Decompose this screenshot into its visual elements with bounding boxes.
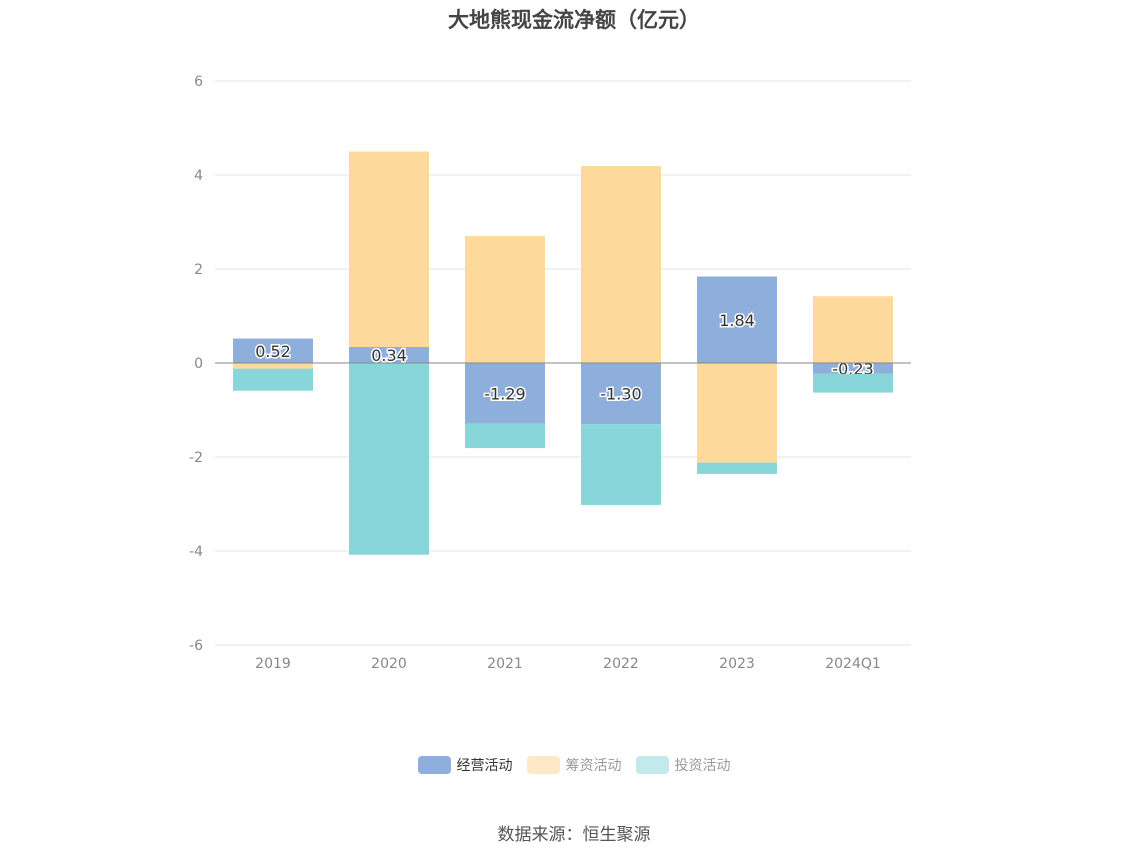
legend-label: 筹资活动 <box>565 758 622 774</box>
y-tick-label: -2 <box>189 450 203 466</box>
x-tick-label: 2020 <box>371 656 407 672</box>
bar-segment <box>349 347 429 363</box>
legend: 经营活动 筹资活动 投资活动 <box>0 755 1148 775</box>
legend-swatch <box>526 756 560 774</box>
legend-swatch <box>417 756 451 774</box>
bar-segment <box>697 462 777 474</box>
bar-segment <box>813 363 893 374</box>
data-label: -1.29 <box>484 384 525 403</box>
bar-segment <box>697 276 777 363</box>
y-tick-label: 0 <box>194 356 203 372</box>
bar-segment <box>581 424 661 505</box>
data-label: 0.52 <box>255 342 291 361</box>
chart-title: 大地熊现金流净额（亿元） <box>448 8 700 32</box>
x-tick-label: 2024Q1 <box>825 656 881 672</box>
y-tick-label: 4 <box>194 168 203 184</box>
bar-segment <box>233 338 313 363</box>
legend-swatch <box>635 756 669 774</box>
y-tick-label: 6 <box>194 74 203 90</box>
legend-label: 经营活动 <box>456 758 513 774</box>
chart-svg: 6 4 2 0 -2 -4 -6 0.52 2019 0.34 2020 -1.29 2021 -1.30… <box>189 74 911 672</box>
x-tick-label: 2019 <box>255 656 291 672</box>
data-label: 0.34 <box>371 346 407 365</box>
legend-item[interactable]: 经营活动 <box>417 755 513 775</box>
data-source: 数据来源：恒生聚源 <box>497 825 651 845</box>
bar-segment <box>349 151 429 348</box>
y-tick-label: -6 <box>189 638 203 654</box>
bar-segment <box>581 363 661 425</box>
data-label: 1.84 <box>719 311 755 330</box>
bar-segment <box>233 363 313 369</box>
x-tick-label: 2023 <box>719 656 755 672</box>
legend-item[interactable]: 筹资活动 <box>526 755 622 775</box>
bar-segment <box>465 236 545 363</box>
bar-segment <box>581 166 661 363</box>
bar-segment <box>349 363 429 555</box>
legend-label: 投资活动 <box>674 758 731 774</box>
x-tick-label: 2022 <box>603 656 639 672</box>
bar-segment <box>233 368 313 391</box>
y-tick-label: 2 <box>194 262 203 278</box>
bar-segment <box>465 423 545 449</box>
legend-item[interactable]: 投资活动 <box>635 755 731 775</box>
bar-segment <box>697 363 777 463</box>
data-label: -1.30 <box>600 385 641 404</box>
bar-segment <box>813 373 893 393</box>
y-tick-label: -4 <box>189 544 203 560</box>
bar-segment <box>813 296 893 363</box>
bar-segment <box>465 363 545 424</box>
x-tick-label: 2021 <box>487 656 523 672</box>
